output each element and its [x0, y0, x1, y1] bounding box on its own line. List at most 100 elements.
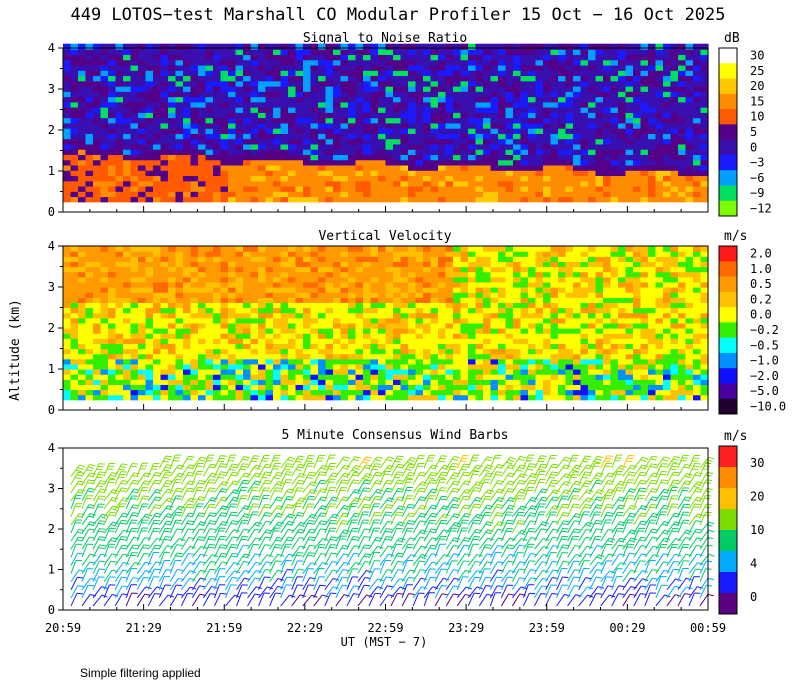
snr-cell	[175, 117, 184, 124]
snr-cell	[460, 154, 469, 161]
snr-cell	[415, 117, 424, 124]
snr-panel-title: Signal to Noise Ratio	[303, 31, 467, 46]
vv-cell	[453, 317, 462, 324]
vv-cell	[640, 378, 649, 385]
snr-cell	[145, 48, 154, 56]
snr-cell	[558, 96, 567, 103]
vv-cell	[138, 296, 147, 303]
snr-cell	[220, 143, 229, 150]
snr-cell	[453, 159, 462, 166]
snr-cell	[580, 148, 589, 155]
snr-cell	[603, 80, 612, 87]
snr-cell	[130, 143, 139, 150]
snr-cell	[333, 164, 342, 171]
vv-cell	[648, 394, 657, 401]
snr-cell	[535, 169, 544, 177]
vv-cell	[280, 255, 289, 262]
vv-cell	[78, 373, 87, 380]
snr-cell	[288, 101, 297, 108]
vv-cell	[595, 281, 604, 288]
snr-cell	[280, 101, 289, 108]
snr-cell	[393, 75, 402, 82]
snr-cell	[340, 191, 349, 198]
vv-cell	[400, 394, 409, 401]
vv-cell	[528, 291, 537, 298]
snr-cell	[250, 169, 259, 177]
vv-cell	[355, 245, 364, 252]
snr-cell	[78, 96, 87, 103]
vv-cell	[385, 384, 394, 391]
snr-cell	[438, 175, 447, 182]
snr-cell	[505, 143, 514, 150]
vv-cell	[618, 343, 627, 350]
snr-cell	[198, 101, 207, 108]
vv-cell	[70, 312, 79, 319]
snr-cell	[513, 48, 522, 56]
vv-cell	[618, 384, 627, 391]
vv-cell	[250, 394, 259, 401]
snr-cell	[78, 169, 87, 177]
vv-cell	[93, 317, 102, 324]
snr-cell	[648, 148, 657, 155]
snr-cell	[378, 117, 387, 124]
vv-cell	[310, 373, 319, 380]
vv-cell	[393, 358, 402, 365]
vv-cell	[145, 286, 154, 293]
snr-cell	[505, 64, 514, 71]
vv-cell	[138, 255, 147, 262]
vv-cell	[213, 296, 222, 303]
vv-cell	[85, 322, 94, 329]
snr-cell	[303, 117, 312, 124]
vv-cell	[153, 363, 162, 370]
vv-cell	[160, 389, 169, 396]
snr-cell	[273, 127, 282, 134]
vv-cell	[78, 332, 87, 339]
snr-cell	[535, 43, 544, 50]
snr-cell	[670, 70, 679, 77]
snr-cell	[685, 101, 694, 108]
snr-cell	[85, 64, 94, 71]
vv-cell	[168, 389, 177, 396]
vv-cell	[235, 271, 244, 278]
vv-cell	[70, 363, 79, 370]
snr-cell	[198, 122, 207, 129]
snr-cell	[445, 64, 454, 71]
snr-cell	[93, 75, 102, 82]
vv-cell	[603, 378, 612, 385]
vv-cell	[633, 337, 642, 344]
snr-cell	[483, 75, 492, 82]
snr-cell	[183, 70, 192, 77]
vv-cell	[378, 286, 387, 293]
snr-cell	[475, 80, 484, 87]
snr-cell	[438, 138, 447, 145]
vv-cell	[168, 250, 177, 257]
vv-cell	[280, 343, 289, 350]
vv-cell	[183, 327, 192, 334]
snr-cell	[363, 117, 372, 124]
vv-cell	[205, 368, 214, 375]
snr-cell	[295, 91, 304, 98]
vv-cell	[558, 368, 567, 375]
snr-cell	[438, 133, 447, 140]
snr-cell	[535, 191, 544, 198]
vv-cell	[280, 276, 289, 283]
vv-cell	[363, 276, 372, 283]
colorbar-swatch	[719, 154, 737, 171]
vv-cell	[513, 312, 522, 319]
vv-cell	[378, 348, 387, 355]
snr-cell	[693, 96, 702, 103]
snr-cell	[250, 117, 259, 124]
snr-cell	[565, 80, 574, 87]
snr-cell	[228, 133, 237, 140]
snr-cell	[280, 106, 289, 113]
snr-cell	[228, 180, 237, 187]
vv-cell	[258, 389, 267, 396]
snr-cell	[490, 122, 499, 129]
snr-cell	[513, 106, 522, 113]
snr-cell	[175, 159, 184, 166]
snr-cell	[603, 117, 612, 124]
vv-cell	[130, 327, 139, 334]
vv-cell	[235, 322, 244, 329]
snr-cell	[558, 101, 567, 108]
snr-cell	[325, 70, 334, 77]
